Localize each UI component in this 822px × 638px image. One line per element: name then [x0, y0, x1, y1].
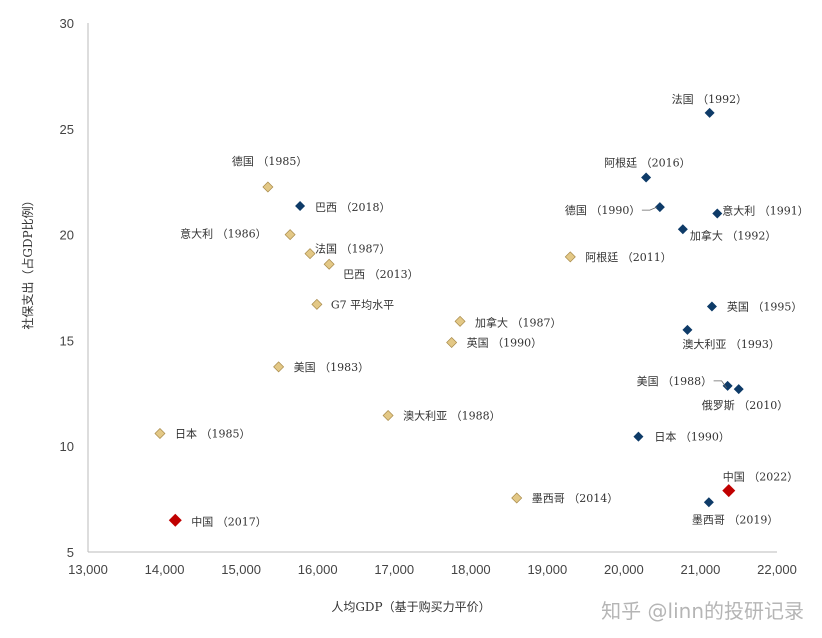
data-point [284, 229, 296, 241]
x-tick-label: 20,000 [604, 562, 644, 577]
data-label: 澳大利亚 （1988） [403, 409, 501, 423]
data-label: 法国 （1987） [315, 242, 391, 256]
x-tick-label: 16,000 [298, 562, 338, 577]
data-label: 德国 （1985） [232, 154, 308, 168]
leader-line [641, 206, 658, 211]
y-tick-label: 10 [60, 439, 74, 454]
data-label: 中国 （2022） [723, 471, 799, 484]
data-point [564, 251, 576, 263]
data-point [654, 202, 665, 213]
data-point [295, 201, 306, 212]
data-label: 中国 （2017） [191, 515, 266, 528]
data-point [304, 248, 316, 260]
data-label: G7 平均水平 [331, 298, 394, 311]
data-point [311, 298, 323, 310]
data-point [511, 492, 523, 504]
data-point [712, 208, 723, 219]
data-label: 法国 （1992） [672, 92, 748, 106]
data-label: 英国 （1990） [467, 336, 543, 350]
data-label: 德国 （1990） [565, 203, 641, 217]
data-label: 日本 （1990） [654, 430, 730, 444]
y-axis-label: 社保支出（占GDP比例） [20, 194, 35, 329]
data-label: 意大利 （1991） [722, 203, 809, 217]
data-label: 美国 （1983） [294, 361, 370, 374]
data-point [633, 431, 644, 442]
data-label: 俄罗斯 （2010） [702, 399, 789, 412]
data-point [677, 224, 688, 235]
data-point [733, 384, 744, 395]
data-point [446, 337, 458, 349]
data-label: 巴西 （2013） [343, 268, 419, 281]
data-point [323, 258, 335, 270]
y-tick-label: 30 [60, 16, 74, 31]
data-point [722, 484, 736, 498]
x-tick-label: 19,000 [527, 562, 567, 577]
data-label: 墨西哥 （2014） [532, 492, 619, 505]
data-label: 阿根廷 （2011） [585, 250, 672, 264]
x-axis-label: 人均GDP（基于购买力平价） [331, 599, 490, 614]
data-label: 阿根廷 （2016） [604, 155, 691, 169]
data-label: 墨西哥 （2019） [692, 513, 779, 526]
data-point [154, 428, 166, 439]
x-tick-label: 22,000 [757, 562, 797, 577]
data-point [273, 361, 285, 373]
x-tick-label: 15,000 [221, 562, 261, 577]
data-point [382, 410, 394, 422]
data-point [706, 301, 717, 312]
data-label: 美国 （1988） [637, 375, 713, 388]
data-label: 意大利 （1986） [180, 227, 267, 241]
data-label: 巴西 （2018） [315, 201, 391, 214]
x-tick-label: 17,000 [374, 562, 414, 577]
data-label: 英国 （1995） [727, 300, 803, 314]
x-tick-label: 18,000 [451, 562, 491, 577]
data-point [703, 497, 714, 508]
data-point [641, 172, 652, 183]
x-tick-label: 14,000 [145, 562, 185, 577]
x-tick-label: 21,000 [681, 562, 721, 577]
watermark: 知乎 @linn的投研记录 [601, 599, 804, 623]
y-tick-label: 25 [60, 122, 74, 137]
y-tick-label: 5 [67, 545, 74, 560]
data-label: 日本 （1985） [175, 427, 251, 441]
data-label: 加拿大 （1987） [475, 315, 562, 329]
y-tick-label: 20 [60, 228, 74, 243]
data-point [454, 315, 466, 327]
x-tick-label: 13,000 [68, 562, 108, 577]
data-point [682, 324, 693, 335]
leader-line [713, 380, 727, 389]
data-point [722, 380, 733, 391]
data-point [168, 513, 182, 527]
data-label: 加拿大 （1992） [690, 228, 777, 242]
data-point [704, 107, 715, 118]
data-label: 澳大利亚 （1993） [682, 337, 780, 351]
data-point [262, 181, 274, 193]
y-tick-label: 15 [60, 333, 74, 348]
